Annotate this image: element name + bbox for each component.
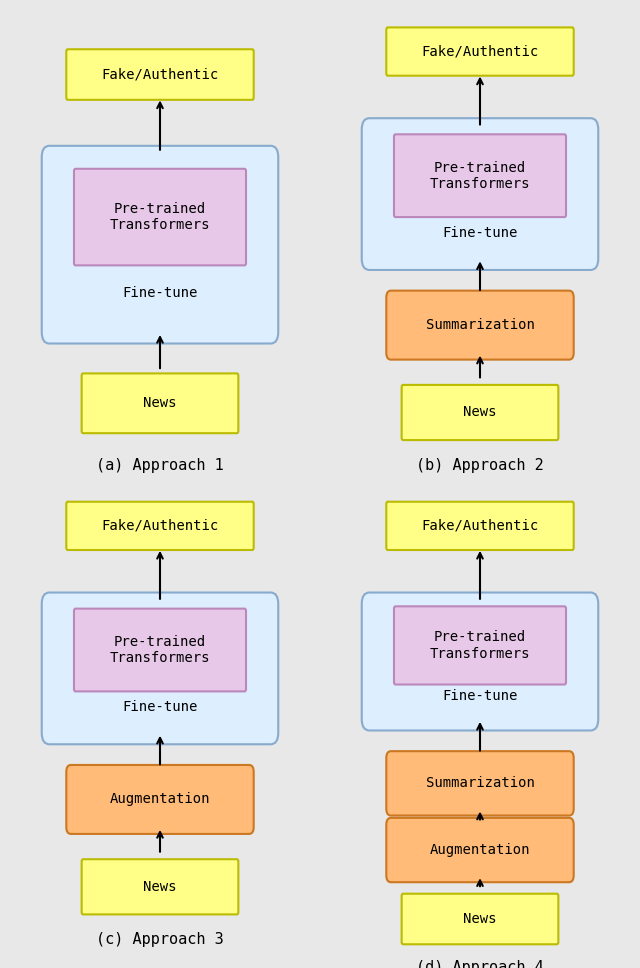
Text: News: News — [463, 912, 497, 926]
Text: Pre-trained
Transformers: Pre-trained Transformers — [429, 630, 531, 660]
Text: Fine-tune: Fine-tune — [122, 701, 198, 714]
Text: Pre-trained
Transformers: Pre-trained Transformers — [109, 202, 211, 232]
Text: Fine-tune: Fine-tune — [442, 689, 518, 703]
Text: Fake/Authentic: Fake/Authentic — [101, 519, 219, 532]
FancyBboxPatch shape — [402, 385, 558, 440]
FancyBboxPatch shape — [402, 893, 558, 945]
FancyBboxPatch shape — [387, 818, 573, 882]
FancyBboxPatch shape — [82, 374, 238, 433]
Text: Pre-trained
Transformers: Pre-trained Transformers — [109, 635, 211, 665]
Text: Fine-tune: Fine-tune — [442, 227, 518, 240]
FancyBboxPatch shape — [82, 860, 238, 915]
Text: News: News — [143, 880, 177, 893]
Text: News: News — [463, 406, 497, 419]
FancyBboxPatch shape — [67, 765, 253, 833]
Text: Fine-tune: Fine-tune — [122, 286, 198, 300]
Text: Pre-trained
Transformers: Pre-trained Transformers — [429, 161, 531, 191]
FancyBboxPatch shape — [67, 49, 253, 100]
FancyBboxPatch shape — [74, 609, 246, 691]
FancyBboxPatch shape — [362, 592, 598, 731]
FancyBboxPatch shape — [362, 118, 598, 270]
Text: Fake/Authentic: Fake/Authentic — [421, 45, 539, 58]
Text: Summarization: Summarization — [426, 776, 534, 790]
Text: Augmentation: Augmentation — [109, 793, 211, 806]
FancyBboxPatch shape — [387, 290, 573, 359]
FancyBboxPatch shape — [387, 501, 573, 550]
FancyBboxPatch shape — [42, 146, 278, 344]
Text: (d) Approach 4: (d) Approach 4 — [416, 960, 544, 968]
FancyBboxPatch shape — [394, 135, 566, 217]
Text: (c) Approach 3: (c) Approach 3 — [96, 932, 224, 947]
Text: Fake/Authentic: Fake/Authentic — [421, 519, 539, 532]
Text: News: News — [143, 396, 177, 410]
FancyBboxPatch shape — [387, 751, 573, 815]
Text: (b) Approach 2: (b) Approach 2 — [416, 458, 544, 472]
FancyBboxPatch shape — [387, 27, 573, 76]
FancyBboxPatch shape — [42, 592, 278, 744]
FancyBboxPatch shape — [74, 168, 246, 265]
FancyBboxPatch shape — [394, 606, 566, 684]
Text: Summarization: Summarization — [426, 318, 534, 332]
Text: Fake/Authentic: Fake/Authentic — [101, 68, 219, 81]
Text: (a) Approach 1: (a) Approach 1 — [96, 458, 224, 472]
FancyBboxPatch shape — [67, 501, 253, 550]
Text: Augmentation: Augmentation — [429, 843, 531, 857]
